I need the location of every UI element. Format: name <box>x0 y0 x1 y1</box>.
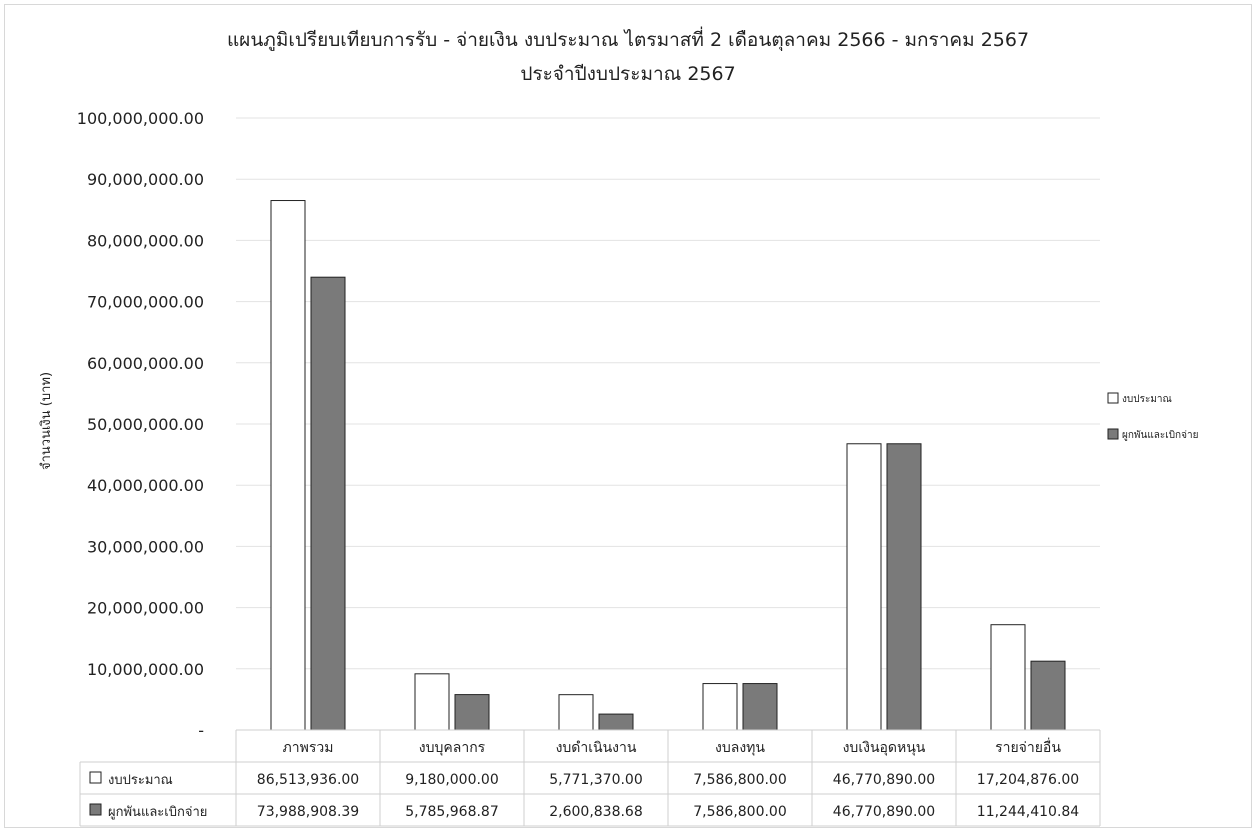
data-label: 46,770,890.00 <box>833 772 935 788</box>
data-label: 73,988,908.39 <box>257 804 359 820</box>
y-tick-label: 10,000,000.00 <box>87 660 204 679</box>
data-label: 46,770,890.00 <box>833 804 935 820</box>
bar-disbursed-0 <box>310 276 346 731</box>
bar-budget-1 <box>414 673 450 731</box>
bar-disbursed-1 <box>454 694 490 731</box>
legend-entry: ผูกพันและเบิกจ่าย <box>1122 430 1198 441</box>
chart-title: แผนภูมิเปรียบเทียบการรับ - จ่ายเงิน งบปร… <box>227 26 1029 52</box>
legend-key <box>1107 392 1119 404</box>
data-label: 2,600,838.68 <box>549 804 643 820</box>
data-label: 17,204,876.00 <box>977 772 1079 788</box>
y-axis-label: จำนวนเงิน (บาท) <box>39 372 54 470</box>
y-tick-label: 30,000,000.00 <box>87 537 204 556</box>
bar-disbursed-2 <box>598 713 634 731</box>
data-label: 7,586,800.00 <box>693 804 787 820</box>
x-tick-label: รายจ่ายอื่น <box>995 738 1061 756</box>
data-label: 5,785,968.87 <box>405 804 499 820</box>
data-label: 86,513,936.00 <box>257 772 359 788</box>
data-label: 9,180,000.00 <box>405 772 499 788</box>
bar-budget-0 <box>270 200 306 731</box>
data-label: 7,586,800.00 <box>693 772 787 788</box>
bar-disbursed-5 <box>1030 660 1066 731</box>
y-tick-label: 40,000,000.00 <box>87 476 204 495</box>
x-tick-label: งบลงทุน <box>715 740 765 756</box>
x-tick-label: งบเงินอุดหนุน <box>843 740 926 756</box>
x-tick-label: ภาพรวม <box>283 740 334 756</box>
y-tick-label: 20,000,000.00 <box>87 599 204 618</box>
y-tick-labels: - 10,000,000.00 20,000,000.00 30,000,000.00… <box>77 109 204 740</box>
bar-disbursed-3 <box>742 683 778 731</box>
legend-entry: งบประมาณ <box>1122 394 1172 405</box>
table-series-name: ผูกพันและเบิกจ่าย <box>108 805 207 820</box>
bar-disbursed-4 <box>886 443 922 731</box>
data-table: ภาพรวม งบบุคลากร งบดำเนินงาน งบลงทุน งบเงินอ… <box>79 729 1101 827</box>
x-tick-label: งบดำเนินงาน <box>556 740 637 756</box>
bar-budget-3 <box>702 683 738 731</box>
y-tick-label: 80,000,000.00 <box>87 231 204 250</box>
y-tick-label: 50,000,000.00 <box>87 415 204 434</box>
chart-subtitle: ประจำปีงบประมาณ 2567 <box>520 63 735 85</box>
bar-budget-5 <box>990 624 1026 731</box>
y-tick-label: - <box>198 721 204 740</box>
y-tick-label: 100,000,000.00 <box>77 109 204 128</box>
table-series-name: งบประมาณ <box>108 773 173 788</box>
y-tick-label: 90,000,000.00 <box>87 170 204 189</box>
table-legend-key <box>89 803 102 816</box>
gridlines <box>236 117 1100 731</box>
bar-budget-2 <box>558 694 594 731</box>
y-tick-label: 70,000,000.00 <box>87 293 204 312</box>
bars <box>270 200 1066 731</box>
data-label: 11,244,410.84 <box>977 804 1080 820</box>
bar-budget-4 <box>846 443 882 731</box>
legend-key <box>1107 428 1119 440</box>
x-tick-label: งบบุคลากร <box>419 740 486 756</box>
y-tick-label: 60,000,000.00 <box>87 354 204 373</box>
table-legend-key <box>89 771 102 784</box>
data-label: 5,771,370.00 <box>549 772 643 788</box>
